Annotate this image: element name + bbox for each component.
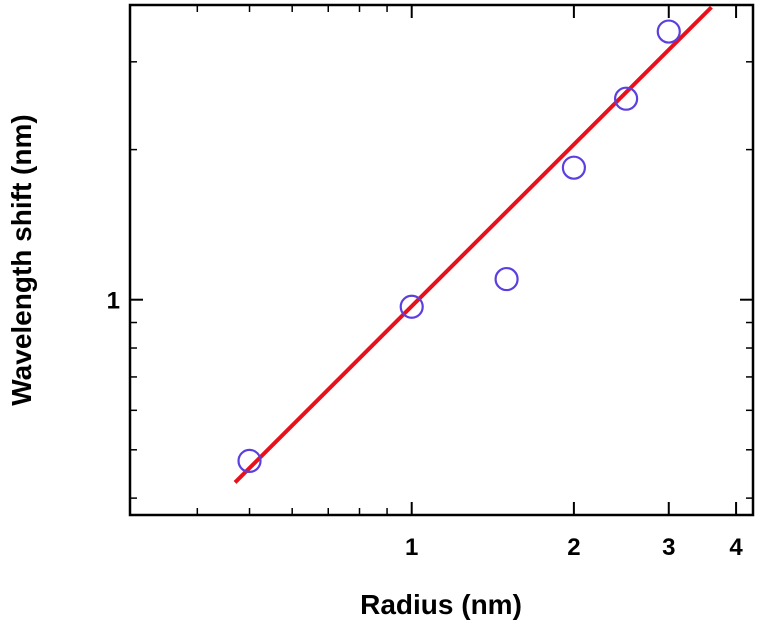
data-point [399, 294, 424, 319]
data-point [614, 86, 639, 111]
data-point [494, 266, 519, 292]
x-tick-label: 1 [405, 534, 418, 561]
y-tick-label: 1 [107, 288, 120, 315]
major-ticks [130, 5, 753, 515]
fit-line [233, 5, 713, 484]
x-axis-title: Radius (nm) [360, 589, 522, 620]
minor-ticks [130, 5, 753, 515]
plot-frame [128, 3, 755, 517]
data-point [656, 19, 681, 44]
x-tick-label: 2 [567, 534, 580, 561]
data-point [561, 155, 586, 180]
y-axis-title: Wavelength shift (nm) [6, 114, 37, 405]
series-layer [233, 5, 713, 484]
tick-labels: 1 2 3 4 1 [107, 288, 744, 561]
x-tick-label: 4 [729, 534, 743, 561]
data-point [237, 448, 262, 474]
x-tick-label: 3 [662, 534, 675, 561]
